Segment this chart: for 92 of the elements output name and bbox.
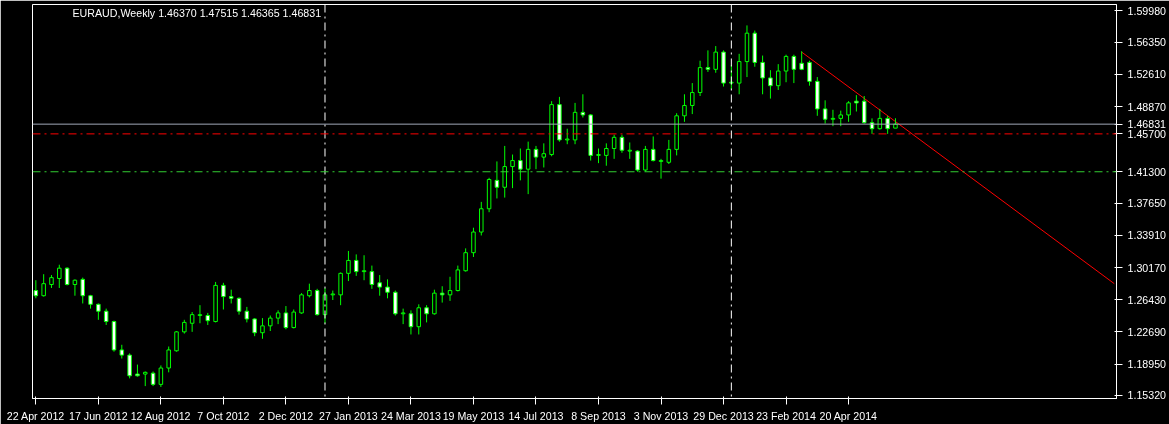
x-tick-label: 7 Oct 2012 xyxy=(197,409,250,422)
y-tick-label: 1.48870 xyxy=(1127,100,1167,113)
candlestick xyxy=(455,265,461,292)
candlestick xyxy=(432,289,437,316)
candlestick xyxy=(611,134,617,160)
candlestick xyxy=(822,99,828,125)
candlestick xyxy=(275,309,281,325)
candlestick xyxy=(338,271,343,306)
candlestick xyxy=(447,276,453,302)
candlestick xyxy=(393,290,398,317)
candlestick xyxy=(400,308,406,325)
candlestick xyxy=(643,145,648,173)
x-tick-label: 2 Dec 2012 xyxy=(258,409,314,422)
candlestick xyxy=(260,317,265,340)
candlestick xyxy=(189,311,195,333)
candlestick xyxy=(650,135,656,162)
y-tick-label: 1.52610 xyxy=(1127,68,1167,81)
candlestick xyxy=(416,303,422,335)
candlestick xyxy=(369,265,375,290)
candlestick xyxy=(385,278,390,299)
candlestick xyxy=(127,352,132,379)
candlestick xyxy=(861,95,867,125)
candlestick xyxy=(682,93,687,123)
x-tick-label: 19 May 2013 xyxy=(442,409,505,422)
ref-line-label: 1.41300 xyxy=(1127,165,1167,178)
x-tick-label: 17 Jun 2012 xyxy=(69,409,128,422)
x-tick-label: 8 Sep 2013 xyxy=(571,409,626,422)
candlestick xyxy=(518,148,523,181)
candlestick xyxy=(80,277,85,304)
candlestick xyxy=(775,63,781,91)
candlestick xyxy=(541,142,547,168)
candlestick xyxy=(768,69,773,100)
candlestick xyxy=(57,264,62,289)
candlestick xyxy=(627,141,633,160)
candlestick xyxy=(791,54,797,84)
candlestick xyxy=(736,53,742,95)
y-tick-label: 1.37650 xyxy=(1127,197,1167,210)
candlestick xyxy=(713,45,718,74)
candlestick xyxy=(158,364,164,388)
candlestick xyxy=(846,100,851,123)
candlestick xyxy=(353,253,359,277)
y-tick-label: 1.15320 xyxy=(1127,389,1167,402)
x-tick-label: 23 Feb 2014 xyxy=(756,409,817,422)
y-tick-label: 1.30170 xyxy=(1127,261,1167,274)
y-tick-label: 1.18950 xyxy=(1127,358,1167,371)
candlestick xyxy=(252,317,257,337)
candlestick xyxy=(221,282,226,310)
candlestick xyxy=(408,309,414,335)
candlestick xyxy=(283,305,289,330)
candlestick xyxy=(760,55,765,95)
candlestick xyxy=(361,254,367,281)
y-tick-label: 1.33910 xyxy=(1127,229,1167,242)
candlestick xyxy=(174,330,179,353)
candlestick xyxy=(41,273,46,298)
candlestick xyxy=(604,142,609,167)
candlestick xyxy=(346,250,351,282)
candlestick xyxy=(666,139,672,165)
candlestick xyxy=(729,64,734,90)
x-tick-label: 20 Apr 2014 xyxy=(819,409,878,422)
candlestick xyxy=(619,134,625,154)
x-tick-label: 12 Aug 2012 xyxy=(130,409,191,422)
candlestick xyxy=(658,158,664,180)
x-tick-label: 27 Jan 2013 xyxy=(319,409,378,422)
candlestick xyxy=(690,82,695,115)
y-tick-label: 1.56350 xyxy=(1127,36,1167,49)
x-tick-label: 14 Jul 2013 xyxy=(508,409,564,422)
candlestick xyxy=(494,160,500,199)
candlestick xyxy=(197,304,203,324)
candlestick xyxy=(807,60,812,87)
x-tick-label: 3 Nov 2013 xyxy=(633,409,689,422)
candlestick xyxy=(580,93,586,119)
y-tick-label: 1.22690 xyxy=(1127,325,1167,338)
y-tick-label: 1.59980 xyxy=(1127,4,1167,17)
candlestick xyxy=(705,49,711,73)
candlestick xyxy=(463,247,468,273)
x-tick-label: 24 Mar 2013 xyxy=(381,409,441,422)
candlestick xyxy=(783,54,789,83)
candlestick xyxy=(510,154,515,189)
candlestick xyxy=(377,274,382,297)
candlestick xyxy=(471,227,476,258)
candlestick xyxy=(479,201,484,236)
x-tick-label: 22 Apr 2012 xyxy=(6,409,65,422)
candlestick xyxy=(533,145,539,170)
candlestick xyxy=(635,149,640,173)
candlestick xyxy=(166,346,171,373)
chart-title: EURAUD,Weekly 1.46370 1.47515 1.46365 1.46831 xyxy=(72,6,322,19)
x-tick-label: 29 Dec 2013 xyxy=(693,409,754,422)
y-tick-label: 1.26430 xyxy=(1127,293,1167,306)
candlestick xyxy=(502,145,507,199)
candlestick xyxy=(525,141,531,195)
candlestick xyxy=(299,292,304,315)
candlestick xyxy=(830,109,836,127)
